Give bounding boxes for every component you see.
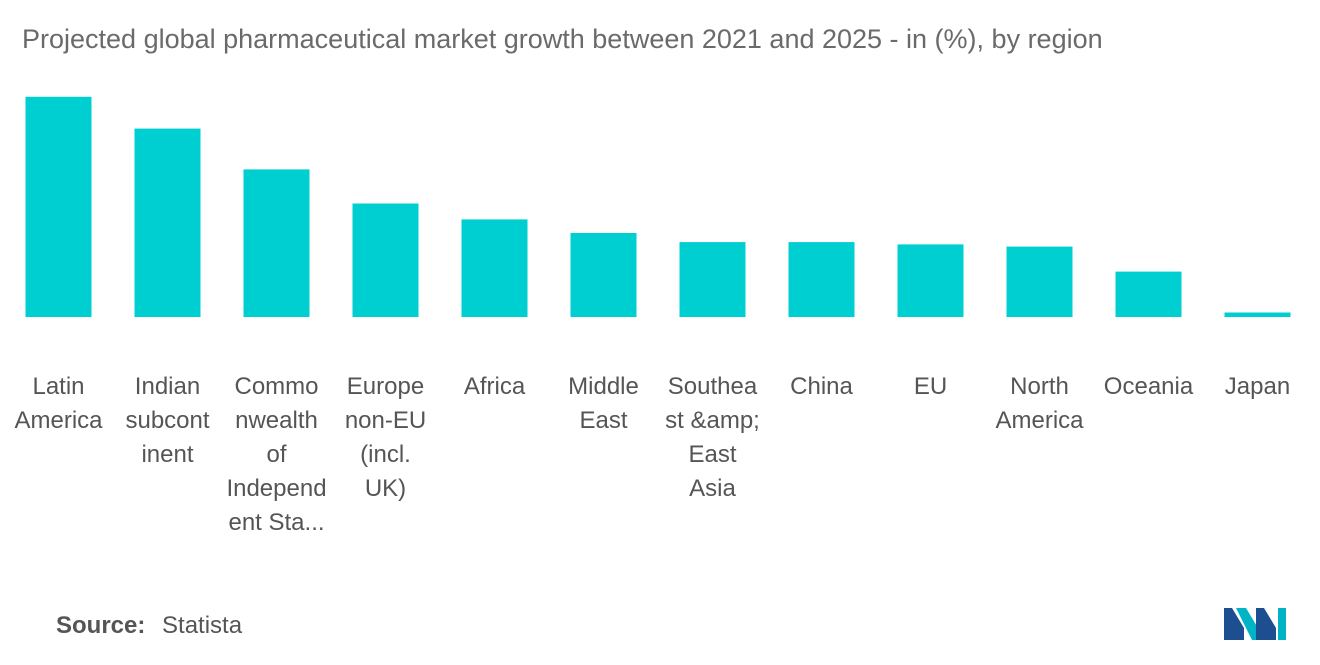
bar-7	[788, 242, 855, 317]
category-label-4: Africa	[463, 373, 526, 400]
category-label-11: Japan	[1224, 373, 1291, 400]
source-value: Statista	[162, 612, 243, 639]
bar-8	[897, 244, 964, 317]
category-label-8: EU	[913, 373, 948, 400]
category-label-0: Latin America	[14, 373, 103, 434]
bar-4	[461, 219, 528, 317]
source-label: Source:	[56, 612, 146, 639]
source-line: Source: Statista	[56, 612, 242, 640]
category-label-6: Southea st &amp; East Asia	[665, 373, 760, 502]
bar-5	[570, 233, 637, 317]
bar-9	[1006, 246, 1073, 317]
bar-10	[1115, 271, 1182, 317]
bar-6	[679, 242, 746, 317]
bar-1	[134, 128, 201, 317]
category-label-7: China	[790, 373, 853, 400]
bar-11	[1224, 312, 1291, 317]
category-label-5: Middle East	[568, 373, 639, 434]
chart-title: Projected global pharmaceutical market g…	[22, 24, 1103, 54]
category-label-9: North America	[995, 373, 1084, 434]
bar-2	[243, 169, 310, 317]
bar-chart	[25, 96, 1291, 317]
category-label-3: Europe non-EU (incl. UK)	[344, 373, 427, 502]
category-label-10: Oceania	[1103, 373, 1194, 400]
bar-0	[25, 96, 92, 317]
category-label-1: Indian subcont inent	[125, 373, 210, 468]
category-label-2: Commo nwealth of Independ ent Sta...	[226, 373, 327, 536]
mordor-intelligence-logo-icon	[1224, 608, 1286, 640]
bar-3	[352, 203, 419, 317]
